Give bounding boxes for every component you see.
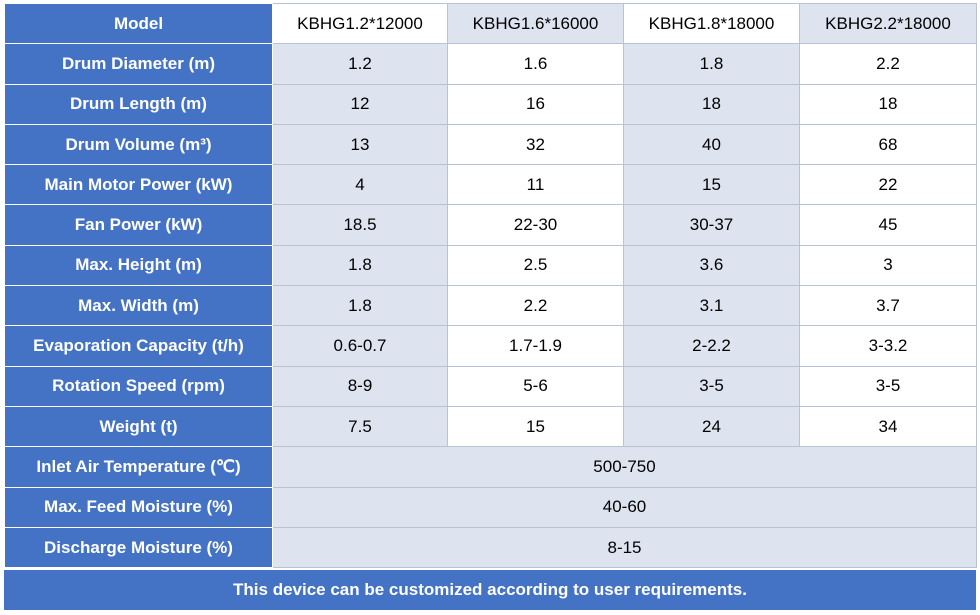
table-cell: 3-5 [623,365,800,407]
row-label: Drum Length (m) [4,83,273,125]
table-cell: 0.6-0.7 [272,325,448,367]
table-cell: 4 [272,164,448,206]
model-header: KBHG1.2*12000 [272,2,448,45]
shared-cell: 8-15 [272,526,977,569]
table-cell: 1.7-1.9 [447,325,624,367]
model-header: KBHG2.2*18000 [799,2,977,45]
table-cell: 3.1 [623,285,800,327]
table-cell: 45 [799,204,977,246]
table-row-shared: Discharge Moisture (%) 8-15 [4,526,977,569]
table-row-shared: Max. Feed Moisture (%) 40-60 [4,486,977,528]
row-label: Max. Feed Moisture (%) [4,486,273,528]
table-cell: 32 [447,123,624,166]
table-row: Max. Width (m) 1.8 2.2 3.1 3.7 [4,285,977,327]
table-cell: 3 [799,244,977,287]
table-cell: 8-9 [272,365,448,407]
row-label: Evaporation Capacity (t/h) [4,325,273,367]
table-cell: 1.8 [272,244,448,287]
row-label: Discharge Moisture (%) [4,526,273,569]
table-cell: 13 [272,123,448,166]
table-cell: 3-3.2 [799,325,977,367]
table-cell: 12 [272,83,448,125]
model-header: KBHG1.6*16000 [447,2,624,45]
table-cell: 15 [623,164,800,206]
table-cell: 24 [623,405,800,448]
table-cell: 18 [799,83,977,125]
table-cell: 1.8 [623,43,800,85]
table-cell: 18 [623,83,800,125]
footer-note: This device can be customized according … [4,570,976,611]
table-row: Max. Height (m) 1.8 2.5 3.6 3 [4,244,977,287]
table-cell: 22 [799,164,977,206]
table-row: Fan Power (kW) 18.5 22-30 30-37 45 [4,204,977,246]
header-label: Model [4,2,273,45]
table-cell: 68 [799,123,977,166]
row-label: Max. Height (m) [4,244,273,287]
table-cell: 22-30 [447,204,624,246]
row-label: Drum Diameter (m) [4,43,273,85]
shared-cell: 500-750 [272,446,977,488]
table-row-shared: Inlet Air Temperature (℃) 500-750 [4,446,977,488]
row-label: Fan Power (kW) [4,204,273,246]
table-cell: 3.6 [623,244,800,287]
table-row: Rotation Speed (rpm) 8-9 5-6 3-5 3-5 [4,365,977,407]
table-cell: 2.2 [447,285,624,327]
table-row: Weight (t) 7.5 15 24 34 [4,405,977,448]
table-cell: 2.5 [447,244,624,287]
row-label: Weight (t) [4,405,273,448]
table-cell: 18.5 [272,204,448,246]
table-row: Main Motor Power (kW) 4 11 15 22 [4,164,977,206]
table-cell: 30-37 [623,204,800,246]
table-cell: 1.2 [272,43,448,85]
table-cell: 1.8 [272,285,448,327]
shared-cell: 40-60 [272,486,977,528]
row-label: Inlet Air Temperature (℃) [4,446,273,488]
table-cell: 1.6 [447,43,624,85]
table-cell: 7.5 [272,405,448,448]
table-row: Drum Length (m) 12 16 18 18 [4,83,977,125]
table-cell: 15 [447,405,624,448]
table-cell: 3-5 [799,365,977,407]
table-row: Evaporation Capacity (t/h) 0.6-0.7 1.7-1.9… [4,325,977,367]
table-cell: 40 [623,123,800,166]
table-cell: 2.2 [799,43,977,85]
model-header: KBHG1.8*18000 [623,2,800,45]
table-cell: 3.7 [799,285,977,327]
row-label: Drum Volume (m³) [4,123,273,166]
header-row: Model KBHG1.2*12000 KBHG1.6*16000 KBHG1.… [4,2,977,45]
table-row: Drum Volume (m³) 13 32 40 68 [4,123,977,166]
table-cell: 5-6 [447,365,624,407]
row-label: Rotation Speed (rpm) [4,365,273,407]
table-cell: 2-2.2 [623,325,800,367]
spec-table-container: Model KBHG1.2*12000 KBHG1.6*16000 KBHG1.… [4,2,977,611]
row-label: Max. Width (m) [4,285,273,327]
table-cell: 34 [799,405,977,448]
table-cell: 16 [447,83,624,125]
spec-table: Model KBHG1.2*12000 KBHG1.6*16000 KBHG1.… [4,2,977,569]
table-row: Drum Diameter (m) 1.2 1.6 1.8 2.2 [4,43,977,85]
table-cell: 11 [447,164,624,206]
row-label: Main Motor Power (kW) [4,164,273,206]
